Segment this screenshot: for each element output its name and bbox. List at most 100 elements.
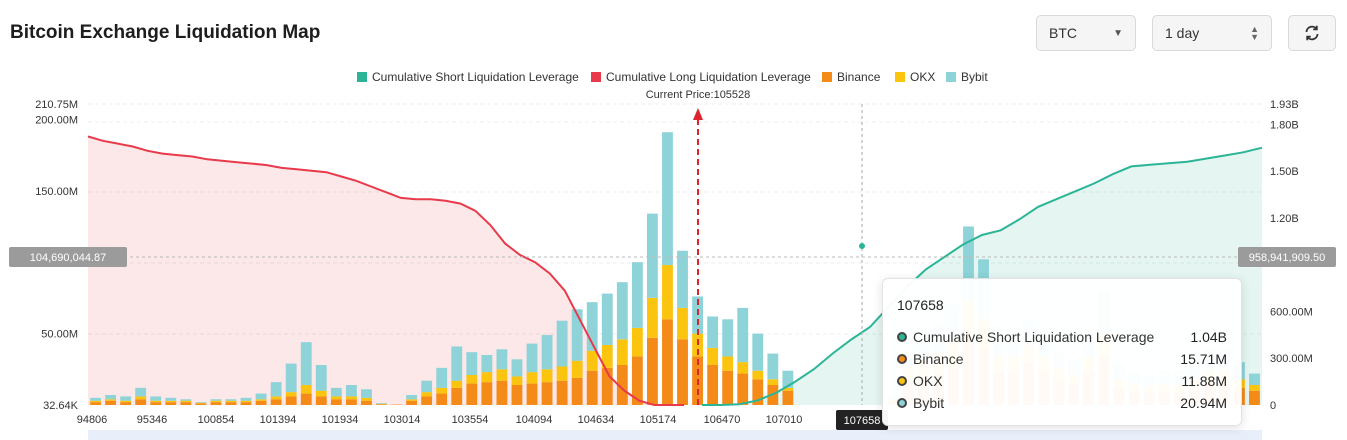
right-axis-tick: 1.20B	[1270, 213, 1299, 225]
tooltip-title: 107658	[897, 297, 944, 313]
x-axis-tick: 94806	[77, 414, 108, 426]
bar-binance	[782, 390, 794, 405]
bar-bybit	[541, 335, 553, 370]
bar-okx	[586, 350, 598, 371]
bar-bybit	[345, 385, 357, 397]
crosshair-x-value: 107658	[844, 415, 881, 427]
caret-down-icon: ▼	[1113, 27, 1123, 39]
bar-binance	[135, 399, 147, 405]
legend-swatch	[946, 72, 956, 82]
legend-label: OKX	[910, 70, 935, 84]
bar-bybit	[511, 359, 523, 377]
bar-okx	[361, 397, 372, 401]
bar-binance	[481, 382, 493, 405]
bar-okx	[556, 366, 568, 381]
bar-binance	[225, 402, 237, 405]
right-axis-tick: 1.50B	[1270, 166, 1299, 178]
bar-okx	[406, 399, 418, 401]
bar-binance	[1249, 390, 1260, 405]
bar-bybit	[165, 397, 177, 401]
long-cumulative-line	[87, 135, 684, 406]
refresh-icon	[1305, 25, 1319, 41]
bar-binance	[421, 396, 433, 405]
bar-okx	[692, 333, 703, 357]
short-cumulative-line	[702, 146, 1263, 406]
bar-binance	[571, 377, 583, 405]
legend-label: Binance	[837, 70, 881, 84]
bar-binance	[662, 319, 673, 405]
bar-okx	[436, 387, 448, 394]
bar-okx	[120, 400, 132, 403]
tooltip-row-binance: Binance 15.71M	[897, 349, 1227, 369]
bar-binance	[315, 396, 327, 405]
bar-binance	[195, 403, 207, 405]
bar-okx	[662, 265, 673, 320]
crosshair-left-value: 104,690,044.87	[30, 252, 106, 264]
bar-binance	[647, 337, 658, 405]
bar-binance	[376, 404, 387, 405]
bar-okx	[601, 345, 613, 368]
left-axis-tick: 50.00M	[41, 329, 78, 341]
bar-binance	[752, 379, 764, 405]
bar-binance	[120, 402, 132, 405]
bar-bybit	[556, 320, 568, 367]
bar-bybit	[195, 402, 207, 403]
time-range-value: 1 day	[1165, 25, 1200, 41]
bar-okx	[315, 390, 327, 397]
legend: Cumulative Short Liquidation Leverage Cum…	[357, 70, 988, 84]
bar-binance	[105, 400, 116, 405]
long-area	[88, 136, 684, 405]
tooltip-value: 15.71M	[1180, 351, 1227, 367]
bar-bybit	[330, 387, 342, 397]
right-axis-tick: 0	[1270, 400, 1276, 412]
bar-bybit	[225, 399, 237, 401]
bar-binance	[526, 383, 538, 405]
bar-okx	[631, 327, 643, 357]
bar-bybit	[963, 226, 974, 301]
legend-label: Bybit	[961, 70, 988, 84]
bar-okx	[737, 362, 749, 374]
bar-binance	[616, 365, 628, 405]
bar-okx	[90, 400, 101, 403]
x-axis-tick: 104634	[578, 414, 615, 426]
bar-binance	[631, 356, 643, 405]
refresh-button[interactable]	[1288, 15, 1336, 51]
bar-binance	[300, 393, 312, 405]
time-range-select[interactable]: 1 day ▲ ▼	[1152, 15, 1272, 51]
left-axis-tick: 200.00M	[35, 114, 78, 126]
bar-bybit	[285, 363, 297, 393]
bar-okx	[240, 400, 252, 403]
bar-okx	[481, 372, 493, 383]
bar-okx	[752, 370, 764, 380]
bar-okx	[466, 375, 478, 384]
bar-okx	[677, 307, 688, 340]
bar-bybit	[421, 380, 433, 393]
bar-okx	[150, 400, 162, 403]
bar-okx	[616, 339, 628, 366]
bar-binance	[361, 400, 372, 405]
left-axis-tick: 150.00M	[35, 186, 78, 198]
bar-bybit	[692, 296, 703, 334]
bar-bybit	[120, 396, 132, 401]
current-price-label: Current Price:105528	[646, 89, 751, 101]
bar-bybit	[315, 365, 327, 391]
bar-okx	[541, 369, 553, 383]
coin-select[interactable]: BTC ▼	[1036, 15, 1136, 51]
bar-binance	[90, 402, 101, 405]
bar-binance	[270, 399, 282, 405]
bar-okx	[767, 379, 779, 386]
axes-group: 210.75M 200.00M 150.00M 50.00M 32.64K 1.93B 1.…	[35, 99, 1313, 440]
tooltip-dot-okx	[897, 376, 907, 386]
up-down-icon: ▲ ▼	[1250, 24, 1259, 42]
bar-binance	[586, 370, 598, 405]
bar-bybit	[571, 309, 583, 361]
crosshair-left-badge	[9, 247, 127, 267]
x-axis-tick: 105174	[640, 414, 677, 426]
right-axis-tick: 1.93B	[1270, 99, 1299, 111]
bar-okx	[180, 400, 192, 403]
bar-bybit	[601, 293, 613, 346]
x-axis-tick: 101394	[260, 414, 297, 426]
bar-bybit	[135, 387, 147, 397]
bar-okx	[1249, 385, 1260, 391]
bar-binance	[330, 399, 342, 405]
